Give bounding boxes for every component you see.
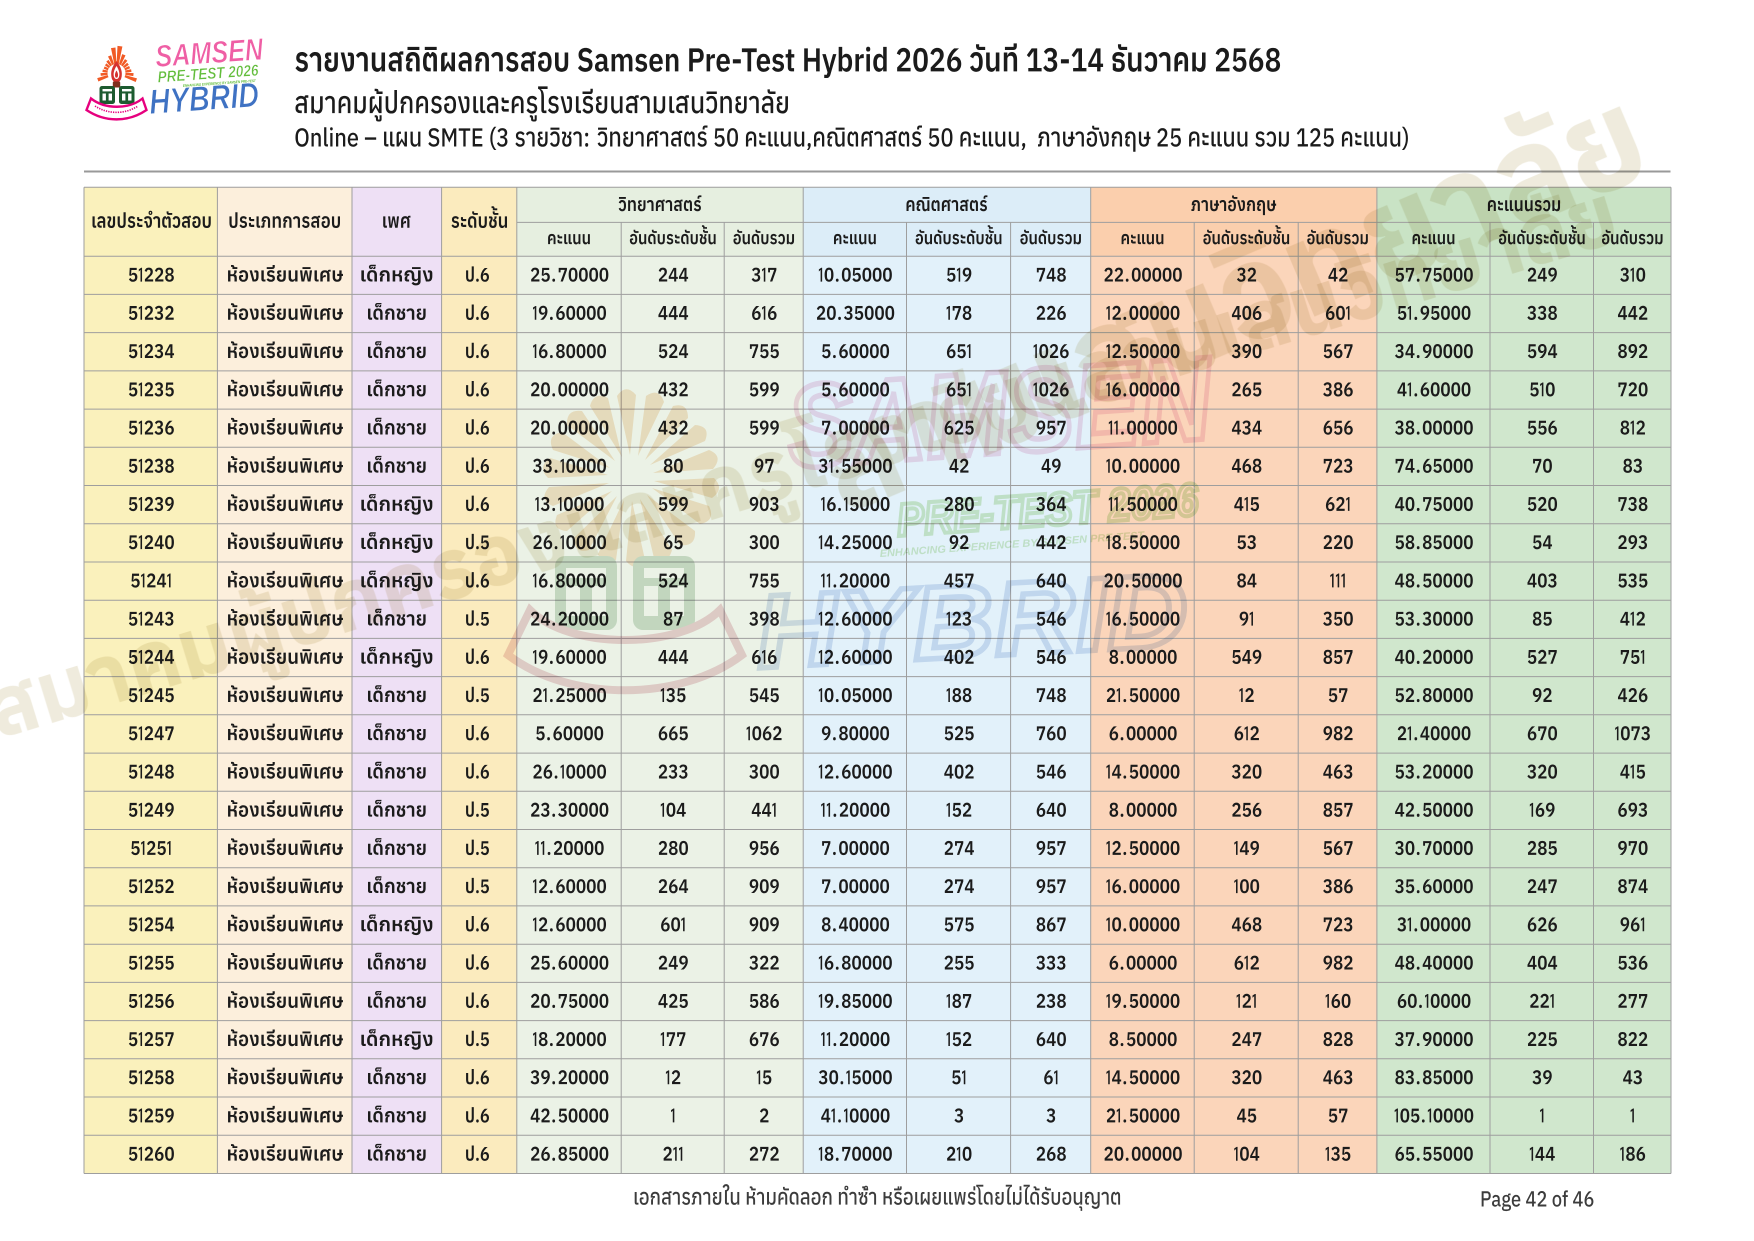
svg-text:HYBRID: HYBRID <box>148 75 260 122</box>
svg-text:ENHANCING EXPERIENCE BY SAMSEN: ENHANCING EXPERIENCE BY SAMSEN PRE-TEST <box>183 79 257 88</box>
svg-text:SAMSEN: SAMSEN <box>154 32 265 74</box>
svg-text:HYBRID: HYBRID <box>753 553 1190 691</box>
